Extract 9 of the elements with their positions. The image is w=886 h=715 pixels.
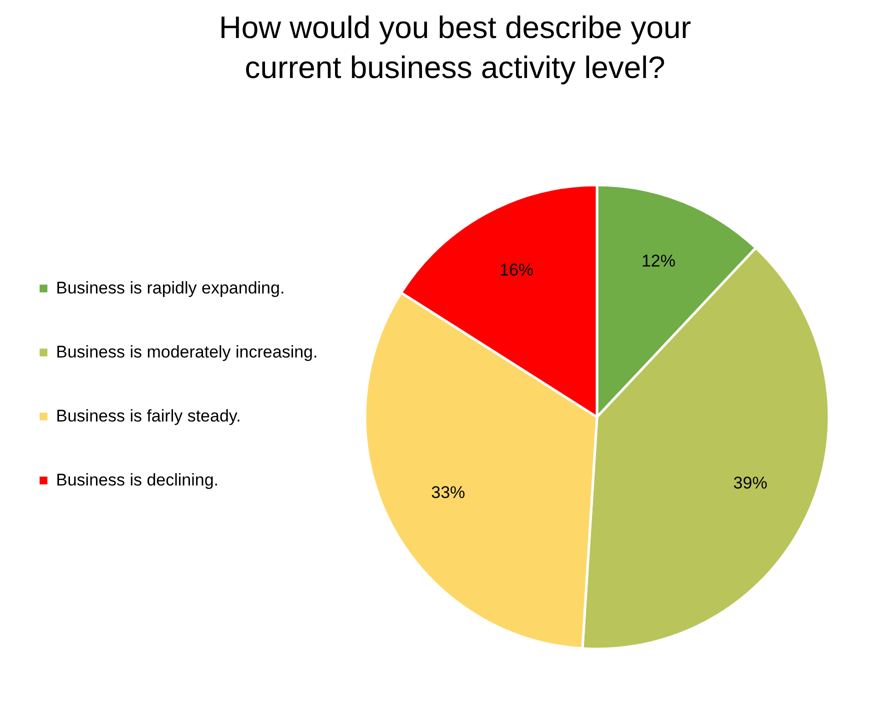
data-label: 39% <box>733 473 768 492</box>
legend-label: Business is rapidly expanding. <box>56 278 285 298</box>
data-label: 16% <box>500 260 534 280</box>
legend-label: Business is moderately increasing. <box>56 342 318 362</box>
data-label: 12% <box>641 252 676 271</box>
legend-label: Business is declining. <box>56 470 219 490</box>
chart-title: How would you best describe your current business activity level? <box>218 10 692 85</box>
legend-label: Business is fairly steady. <box>56 406 241 426</box>
data-label: 33% <box>431 482 466 502</box>
